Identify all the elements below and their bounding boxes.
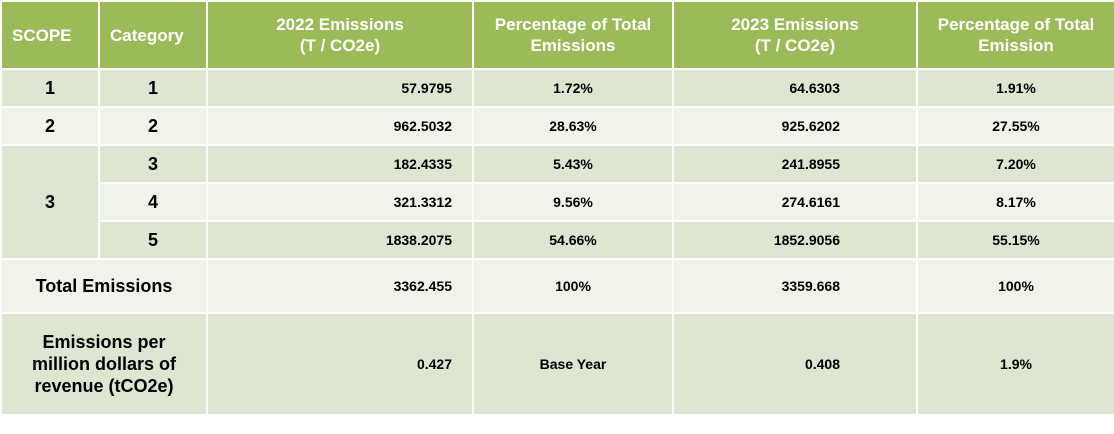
scope-cell: 2 bbox=[0, 106, 100, 146]
table-row: 3 3 182.4335 5.43% 241.8955 7.20% bbox=[0, 144, 1114, 260]
table-row: 5 1838.2075 54.66% 1852.9056 55.15% bbox=[1, 220, 1114, 260]
per-million-label-line2: million dollars of bbox=[31, 354, 176, 374]
per-million-pct-2022: Base Year bbox=[472, 312, 674, 416]
header-pct-2023-line2: Emission bbox=[978, 36, 1054, 55]
table-row: 1 1 57.9795 1.72% 64.6303 1.91% bbox=[0, 68, 1114, 108]
emissions-table: SCOPE Category 2022 Emissions (T / CO2e)… bbox=[0, 0, 1114, 416]
per-million-label: Emissions per million dollars of revenue… bbox=[0, 312, 208, 416]
emissions-2023-cell: 925.6202 bbox=[672, 106, 918, 146]
pct-2022-cell: 5.43% bbox=[472, 144, 674, 184]
per-million-label-line1: Emissions per bbox=[42, 332, 166, 352]
header-pct-2023: Percentage of Total Emission bbox=[916, 0, 1114, 70]
total-label: Total Emissions bbox=[0, 258, 208, 314]
header-emissions-2022: 2022 Emissions (T / CO2e) bbox=[206, 0, 474, 70]
pct-2023-cell: 55.15% bbox=[916, 220, 1114, 260]
pct-2023-cell: 8.17% bbox=[916, 182, 1114, 222]
header-pct-2022-line2: Emissions bbox=[530, 36, 616, 55]
emissions-2022-cell: 182.4335 bbox=[206, 144, 474, 184]
total-pct-2022: 100% bbox=[472, 258, 674, 314]
emissions-2023-cell: 1852.9056 bbox=[672, 220, 918, 260]
emissions-2022-cell: 1838.2075 bbox=[206, 220, 474, 260]
emissions-2023-cell: 274.6161 bbox=[672, 182, 918, 222]
total-row: Total Emissions 3362.455 100% 3359.668 1… bbox=[0, 258, 1114, 314]
header-emissions-2023-line2: (T / CO2e) bbox=[754, 36, 836, 55]
scope-cell: 3 bbox=[0, 144, 100, 260]
header-emissions-2023-line1: 2023 Emissions bbox=[731, 15, 859, 34]
per-million-pct-2023: 1.9% bbox=[916, 312, 1114, 416]
table-row: 4 321.3312 9.56% 274.6161 8.17% bbox=[1, 182, 1114, 222]
scope-cell: 1 bbox=[0, 68, 100, 108]
total-emissions-2023: 3359.668 bbox=[672, 258, 918, 314]
header-emissions-2023: 2023 Emissions (T / CO2e) bbox=[672, 0, 918, 70]
per-million-2023: 0.408 bbox=[672, 312, 918, 416]
per-million-label-line3: revenue (tCO2e) bbox=[34, 376, 174, 396]
total-pct-2023: 100% bbox=[916, 258, 1114, 314]
pct-2023-cell: 7.20% bbox=[916, 144, 1114, 184]
header-emissions-2022-line2: (T / CO2e) bbox=[299, 36, 381, 55]
pct-2023-cell: 27.55% bbox=[916, 106, 1114, 146]
header-scope: SCOPE bbox=[0, 0, 100, 70]
emissions-2022-cell: 57.9795 bbox=[206, 68, 474, 108]
total-emissions-2022: 3362.455 bbox=[206, 258, 474, 314]
pct-2023-cell: 1.91% bbox=[916, 68, 1114, 108]
header-pct-2022: Percentage of Total Emissions bbox=[472, 0, 674, 70]
table-row: 2 2 962.5032 28.63% 925.6202 27.55% bbox=[0, 106, 1114, 146]
emissions-2023-cell: 64.6303 bbox=[672, 68, 918, 108]
pct-2022-cell: 1.72% bbox=[472, 68, 674, 108]
per-million-row: Emissions per million dollars of revenue… bbox=[0, 312, 1114, 416]
category-cell: 3 bbox=[98, 144, 208, 184]
header-pct-2023-line1: Percentage of Total bbox=[937, 15, 1095, 34]
header-category: Category bbox=[98, 0, 208, 70]
pct-2022-cell: 54.66% bbox=[472, 220, 674, 260]
category-cell: 5 bbox=[98, 220, 208, 260]
header-row: SCOPE Category 2022 Emissions (T / CO2e)… bbox=[0, 0, 1114, 70]
header-pct-2022-line1: Percentage of Total bbox=[494, 15, 652, 34]
category-cell: 1 bbox=[98, 68, 208, 108]
per-million-2022: 0.427 bbox=[206, 312, 474, 416]
category-cell: 2 bbox=[98, 106, 208, 146]
header-emissions-2022-line1: 2022 Emissions bbox=[276, 15, 404, 34]
emissions-2023-cell: 241.8955 bbox=[672, 144, 918, 184]
category-cell: 4 bbox=[98, 182, 208, 222]
pct-2022-cell: 9.56% bbox=[472, 182, 674, 222]
emissions-2022-cell: 321.3312 bbox=[206, 182, 474, 222]
emissions-2022-cell: 962.5032 bbox=[206, 106, 474, 146]
pct-2022-cell: 28.63% bbox=[472, 106, 674, 146]
